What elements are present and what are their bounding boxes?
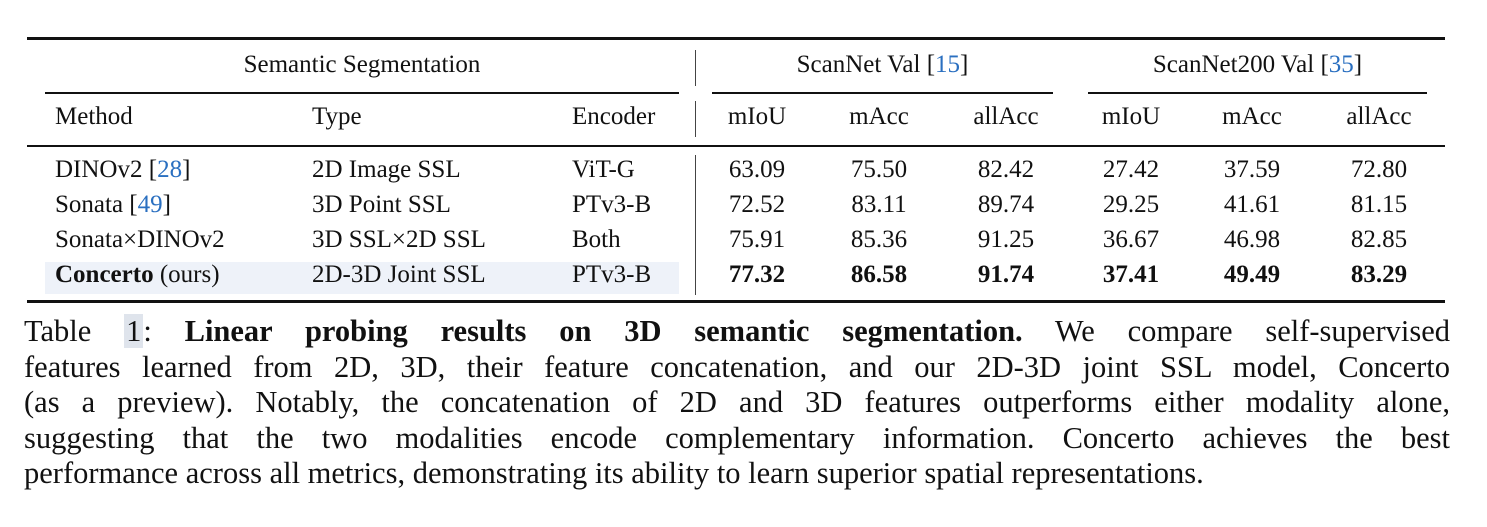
table-cell-value: 72.52 [728,191,786,218]
table-cell-value: 89.74 [977,191,1035,218]
header-semantic-segmentation: Semantic Segmentation [243,51,481,78]
citation-link-28[interactable]: 28 [157,156,183,183]
table-cell-value-best: 91.74 [977,261,1035,288]
caption-line: Table 1: Linear probing results on 3D se… [24,314,1450,348]
caption-line: features learned from 2D, 3D, their feat… [24,349,1450,384]
caption-line: (as a preview). Notably, the concatenati… [24,385,1450,420]
table-row-encoder: Both [572,226,621,253]
header-group-underline-left [45,92,679,94]
column-header-metric: allAcc [973,103,1039,130]
table-row-type: 3D Point SSL [312,191,451,218]
table-cell-value: 63.09 [728,156,786,183]
citation-link-49[interactable]: 49 [137,191,163,218]
table-cell-value: 27.42 [1102,156,1160,183]
column-header-metric: allAcc [1346,103,1412,130]
table-number-link[interactable]: 1 [124,314,144,348]
table-top-rule [27,37,1445,40]
vertical-separator-group [695,50,696,86]
table-cell-value: 82.42 [977,156,1035,183]
table-cell-value: 91.25 [977,226,1035,253]
table-cell-value: 75.91 [728,226,786,253]
table-row-encoder: PTv3-B [572,261,652,288]
column-header-metric: mIoU [727,103,787,130]
table-cell-value: 37.59 [1223,156,1281,183]
column-header-metric: mIoU [1101,103,1161,130]
table-row-method: Sonata×DINOv2 [55,226,225,253]
table-cell-value: 36.67 [1102,226,1160,253]
table-cell-value: 46.98 [1223,226,1281,253]
table-cell-value-best: 77.32 [728,261,786,288]
table-cell-value-best: 83.29 [1350,261,1408,288]
table-row-type: 3D SSL×2D SSL [312,226,486,253]
table-cell-value: 29.25 [1102,191,1160,218]
table-cell-value: 75.50 [850,156,908,183]
column-header-metric: mAcc [1222,103,1282,130]
table-cell-value: 85.36 [850,226,908,253]
table-cell-value: 72.80 [1350,156,1408,183]
table-bottom-rule [27,300,1445,303]
header-scannet-val: ScanNet Val [15] [796,51,969,78]
citation-link-15[interactable]: 15 [935,51,961,78]
column-header-type: Type [312,103,362,130]
citation-link-35[interactable]: 35 [1328,51,1354,78]
table-cell-value-best: 86.58 [850,261,908,288]
vertical-separator-columns [695,101,696,137]
header-group-underline-scannet200 [1088,92,1427,94]
table-row-encoder: ViT-G [572,156,635,183]
header-bottom-rule [27,145,1445,147]
ours-row-highlight [45,262,679,294]
column-header-metric: mAcc [849,103,909,130]
table-row-type: 2D Image SSL [312,156,461,183]
table-cell-value: 81.15 [1350,191,1408,218]
table-row-encoder: PTv3-B [572,191,652,218]
header-scannet200-val: ScanNet200 Val [35] [1152,51,1363,78]
table-cell-value: 82.85 [1350,226,1408,253]
caption-line: performance across all metrics, demonstr… [24,456,1204,491]
table-cell-value-best: 37.41 [1102,261,1160,288]
header-group-underline-scannet [712,92,1053,94]
column-header-method: Method [55,103,133,130]
table-row-method-ours: Concerto (ours) [55,261,220,288]
table-cell-value-best: 49.49 [1223,261,1281,288]
table-caption: Table 1: Linear probing results on 3D se… [24,314,1450,492]
table-row-method: DINOv2 [28] [55,156,191,183]
table-row-method: Sonata [49] [55,191,171,218]
vertical-separator-body [695,155,696,295]
caption-title: Linear probing results on 3D semantic se… [184,314,1023,348]
caption-line: suggesting that the two modalities encod… [24,420,1450,455]
table-row-type: 2D-3D Joint SSL [312,261,486,288]
table-cell-value: 83.11 [851,191,907,218]
column-header-encoder: Encoder [572,103,656,130]
table-cell-value: 41.61 [1223,191,1281,218]
